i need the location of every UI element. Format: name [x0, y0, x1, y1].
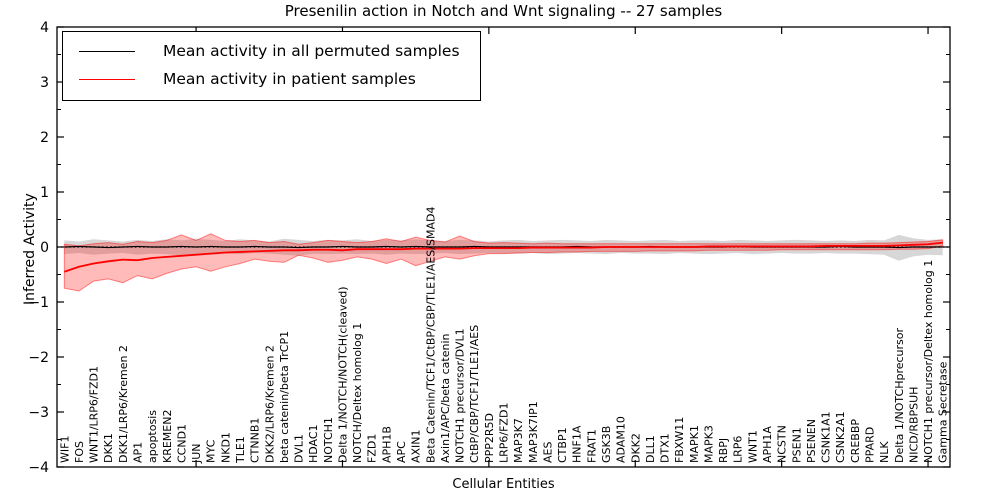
x-tick-label: PPP2R5D: [483, 413, 496, 463]
x-tick-label: NICD/RBPSUH: [907, 387, 920, 463]
x-tick-label: RBPJ: [717, 438, 730, 463]
x-tick-label: beta catenin/beta TrCP1: [278, 331, 291, 463]
x-tick-label: ADAM10: [615, 416, 628, 463]
x-tick-label: KREMEN2: [161, 410, 174, 463]
x-tick-label: FBXW11: [673, 417, 686, 463]
legend-label-permuted: Mean activity in all permuted samples: [163, 42, 460, 60]
svg-text:3: 3: [40, 75, 49, 91]
x-tick-label: PSENEN: [805, 419, 818, 463]
x-tick-label: DLL1: [644, 435, 657, 463]
svg-text:1: 1: [40, 185, 49, 201]
x-tick-label: TLE1: [234, 436, 247, 464]
svg-text:2: 2: [40, 130, 49, 146]
x-tick-label: FZD1: [366, 434, 379, 463]
svg-text:0: 0: [40, 240, 49, 256]
x-tick-label: NOTCH1 precursor/Deltex homolog 1: [922, 260, 935, 463]
x-tick-label: DKK1: [102, 433, 115, 463]
svg-text:4: 4: [40, 20, 49, 36]
x-tick-label: AXIN1: [410, 429, 423, 463]
x-tick-label: CSNK2A1: [834, 411, 847, 463]
svg-text:−4: −4: [28, 460, 49, 476]
x-axis-label: Cellular Entities: [452, 477, 555, 492]
x-tick-label: FOS: [73, 441, 86, 463]
x-tick-label: Beta Catenin/TCF1/CtBP/CBP/TLE1/AES/SMAD…: [424, 207, 437, 463]
x-tick-label: HDAC1: [307, 424, 320, 463]
x-tick-label: MYC: [205, 439, 218, 463]
x-tick-label: GSK3B: [600, 426, 613, 463]
x-tick-label: DKK2: [629, 433, 642, 463]
x-tick-label: NKD1: [219, 432, 232, 463]
legend: Mean activity in all permuted samples Me…: [62, 31, 481, 101]
x-tick-label: DTX1: [659, 433, 672, 463]
x-tick-label: Axin1/APC/beta catenin: [439, 333, 452, 463]
x-tick-label: NOTCH/Deltex homolog 1: [351, 323, 364, 463]
x-tick-label: APH1A: [761, 426, 774, 463]
legend-item-permuted: Mean activity in all permuted samples: [79, 42, 460, 60]
legend-label-patient: Mean activity in patient samples: [163, 70, 416, 88]
x-tick-label: Delta 1/NOTCH/NOTCH(cleaved): [336, 286, 349, 463]
x-tick-label: CtBP/CBP/TCF1/TLE1/AES: [468, 325, 481, 463]
svg-text:−2: −2: [28, 350, 49, 366]
x-tick-label: MAPK1: [688, 425, 701, 463]
x-tick-label: CTBP1: [556, 427, 569, 463]
x-tick-label: CCND1: [175, 424, 188, 463]
svg-text:−1: −1: [28, 295, 49, 311]
x-tick-label: PSEN1: [790, 427, 803, 463]
x-tick-label: LRP6: [732, 436, 745, 463]
x-tick-label: Delta 1/NOTCHprecursor: [893, 328, 906, 463]
x-tick-label: MAP3K7: [512, 418, 525, 463]
x-tick-label: WNT1/LRP6/FZD1: [88, 366, 101, 463]
x-tick-label: NLK: [878, 441, 891, 463]
x-tick-label: MAP3K7IP1: [527, 401, 540, 463]
y-axis-label: Inferred Activity: [22, 193, 38, 305]
x-tick-label: NOTCH1 precursor/DVL1: [454, 328, 467, 463]
permuted-line-sample-icon: [79, 50, 135, 52]
x-tick-label: LRP6/FZD1: [498, 403, 511, 463]
x-tick-label: DKK1/LRP6/Kremen 2: [117, 345, 130, 463]
x-tick-label: NCSTN: [776, 425, 789, 463]
x-tick-label: APC: [395, 441, 408, 463]
x-tick-label: PPARD: [863, 427, 876, 463]
x-tick-label: DKK2/LRP6/Kremen 2: [263, 345, 276, 463]
chart-title: Presenilin action in Notch and Wnt signa…: [284, 2, 723, 20]
x-tick-label: JUN: [190, 443, 203, 464]
x-tick-label: MAPK3: [702, 425, 715, 463]
x-tick-label: AES: [541, 442, 554, 463]
x-tick-label: HNF1A: [571, 425, 584, 463]
x-tick-label: NOTCH1: [322, 417, 335, 463]
legend-item-patient: Mean activity in patient samples: [79, 70, 460, 88]
x-tick-label: apoptosis: [146, 410, 159, 463]
x-tick-label: CSNK1A1: [820, 411, 833, 463]
x-tick-label: WIF1: [58, 436, 71, 463]
x-tick-label: Gamma Secretase: [937, 361, 950, 463]
x-tick-label: DVL1: [293, 434, 306, 463]
x-tick-label: CREBBP: [849, 419, 862, 463]
x-tick-label: APH1B: [380, 426, 393, 463]
x-tick-label: FRAT1: [585, 429, 598, 463]
x-tick-label: CTNNB1: [249, 418, 262, 463]
patient-line-sample-icon: [79, 78, 135, 80]
svg-text:−3: −3: [28, 405, 49, 421]
x-tick-label: WNT1: [746, 430, 759, 463]
x-tick-label: AP1: [132, 442, 145, 463]
